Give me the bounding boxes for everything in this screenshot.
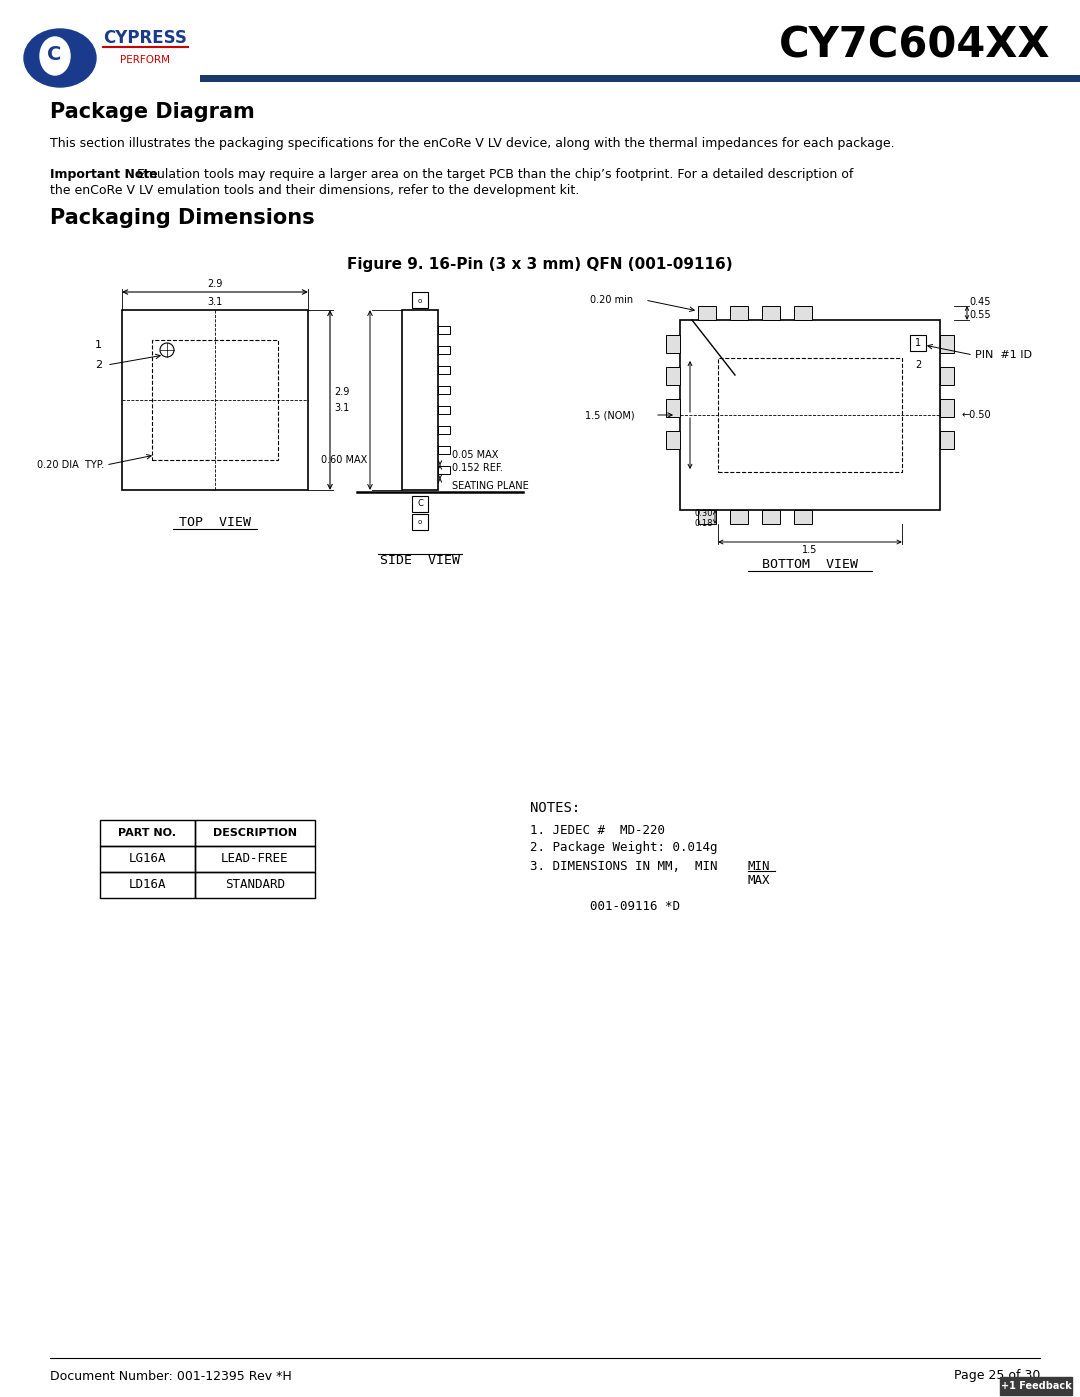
Text: DESCRIPTION: DESCRIPTION bbox=[213, 828, 297, 838]
Bar bbox=[100, 872, 195, 898]
Bar bbox=[666, 400, 680, 416]
Text: 1: 1 bbox=[95, 339, 102, 351]
Bar bbox=[200, 75, 1080, 82]
Bar bbox=[100, 820, 195, 847]
Text: NOTES:: NOTES: bbox=[530, 800, 580, 814]
Text: Document Number: 001-12395 Rev *H: Document Number: 001-12395 Rev *H bbox=[50, 1369, 292, 1383]
Bar bbox=[910, 335, 926, 351]
Bar bbox=[438, 407, 450, 414]
FancyBboxPatch shape bbox=[1000, 1377, 1072, 1396]
Text: TOP  VIEW: TOP VIEW bbox=[179, 515, 251, 528]
Bar bbox=[195, 872, 315, 898]
Bar bbox=[794, 306, 812, 320]
Text: 2.9: 2.9 bbox=[207, 279, 222, 289]
Bar bbox=[438, 467, 450, 474]
Text: CY7C604XX: CY7C604XX bbox=[779, 24, 1050, 66]
Text: Package Diagram: Package Diagram bbox=[50, 102, 255, 122]
Bar bbox=[195, 820, 315, 847]
Text: LEAD-FREE: LEAD-FREE bbox=[221, 852, 288, 866]
Bar bbox=[940, 335, 954, 353]
Text: 2. Package Weight: 0.014g: 2. Package Weight: 0.014g bbox=[530, 841, 717, 855]
Bar bbox=[680, 320, 940, 510]
Bar bbox=[152, 339, 278, 460]
Bar bbox=[122, 310, 308, 490]
Ellipse shape bbox=[40, 36, 70, 75]
Text: 1.5: 1.5 bbox=[802, 545, 818, 555]
Text: MIN: MIN bbox=[748, 859, 770, 873]
Text: o: o bbox=[418, 520, 422, 525]
Text: 3. DIMENSIONS IN MM,  MIN: 3. DIMENSIONS IN MM, MIN bbox=[530, 859, 717, 873]
Bar bbox=[762, 510, 780, 524]
Text: Important Note: Important Note bbox=[50, 168, 158, 182]
Bar bbox=[730, 510, 748, 524]
Text: 0.20 min: 0.20 min bbox=[590, 295, 633, 305]
Bar bbox=[438, 426, 450, 434]
Text: 2: 2 bbox=[95, 360, 102, 370]
Text: 0.55: 0.55 bbox=[969, 310, 990, 320]
Text: 3.1: 3.1 bbox=[207, 298, 222, 307]
Text: ←0.50: ←0.50 bbox=[962, 409, 991, 420]
Text: This section illustrates the packaging specifications for the enCoRe V LV device: This section illustrates the packaging s… bbox=[50, 137, 894, 149]
Text: 0.60 MAX: 0.60 MAX bbox=[321, 455, 367, 465]
Bar bbox=[666, 432, 680, 448]
Bar bbox=[762, 306, 780, 320]
Bar bbox=[438, 326, 450, 334]
Text: 001-09116 *D: 001-09116 *D bbox=[590, 900, 680, 912]
Text: 1.5 (NOM): 1.5 (NOM) bbox=[585, 409, 635, 420]
Text: 0.45: 0.45 bbox=[969, 298, 990, 307]
Text: 0.152 REF.: 0.152 REF. bbox=[453, 462, 503, 474]
Text: 3.1: 3.1 bbox=[334, 402, 349, 414]
Text: LD16A: LD16A bbox=[129, 879, 166, 891]
Text: PERFORM: PERFORM bbox=[120, 54, 170, 66]
Bar bbox=[698, 510, 716, 524]
Bar bbox=[438, 346, 450, 353]
Bar bbox=[718, 358, 902, 472]
Bar bbox=[438, 366, 450, 374]
Bar bbox=[411, 292, 428, 307]
Text: PIN  #1 ID: PIN #1 ID bbox=[975, 351, 1032, 360]
Bar bbox=[940, 367, 954, 386]
Text: STANDARD: STANDARD bbox=[225, 879, 285, 891]
Text: SIDE  VIEW: SIDE VIEW bbox=[380, 553, 460, 567]
Text: o: o bbox=[418, 298, 422, 305]
Bar bbox=[100, 847, 195, 872]
Text: PART NO.: PART NO. bbox=[119, 828, 176, 838]
Text: Packaging Dimensions: Packaging Dimensions bbox=[50, 208, 314, 228]
Bar bbox=[438, 386, 450, 394]
Bar bbox=[794, 510, 812, 524]
Text: Emulation tools may require a larger area on the target PCB than the chip’s foot: Emulation tools may require a larger are… bbox=[133, 168, 853, 182]
Text: 1: 1 bbox=[915, 338, 921, 348]
Bar bbox=[730, 306, 748, 320]
Text: 1. JEDEC #  MD-220: 1. JEDEC # MD-220 bbox=[530, 823, 665, 837]
Ellipse shape bbox=[24, 29, 96, 87]
Bar bbox=[438, 446, 450, 454]
Bar bbox=[411, 514, 428, 529]
Text: C: C bbox=[417, 500, 423, 509]
Text: +1 Feedback: +1 Feedback bbox=[1001, 1382, 1071, 1391]
Text: SEATING PLANE: SEATING PLANE bbox=[453, 481, 529, 490]
Bar bbox=[940, 400, 954, 416]
Text: 0.18: 0.18 bbox=[694, 520, 713, 528]
Text: 2.9: 2.9 bbox=[334, 387, 349, 397]
Text: CYPRESS: CYPRESS bbox=[103, 29, 187, 47]
Text: Page 25 of 30: Page 25 of 30 bbox=[954, 1369, 1040, 1383]
Text: 2: 2 bbox=[915, 360, 921, 370]
Bar bbox=[666, 335, 680, 353]
Bar bbox=[698, 306, 716, 320]
Text: C: C bbox=[46, 45, 62, 63]
Text: MAX: MAX bbox=[748, 875, 770, 887]
Text: the enCoRe V LV emulation tools and their dimensions, refer to the development k: the enCoRe V LV emulation tools and thei… bbox=[50, 184, 579, 197]
Bar bbox=[666, 367, 680, 386]
Text: 0.30: 0.30 bbox=[694, 509, 713, 517]
Text: 0.20 DIA  TYP.: 0.20 DIA TYP. bbox=[37, 460, 104, 469]
Text: LG16A: LG16A bbox=[129, 852, 166, 866]
Text: Figure 9. 16-Pin (3 x 3 mm) QFN (001-09116): Figure 9. 16-Pin (3 x 3 mm) QFN (001-091… bbox=[347, 257, 733, 272]
Bar bbox=[411, 496, 428, 511]
Text: 0.05 MAX: 0.05 MAX bbox=[453, 450, 498, 460]
Bar bbox=[402, 310, 438, 490]
Bar bbox=[195, 847, 315, 872]
Text: BOTTOM  VIEW: BOTTOM VIEW bbox=[762, 557, 858, 570]
Bar bbox=[940, 432, 954, 448]
